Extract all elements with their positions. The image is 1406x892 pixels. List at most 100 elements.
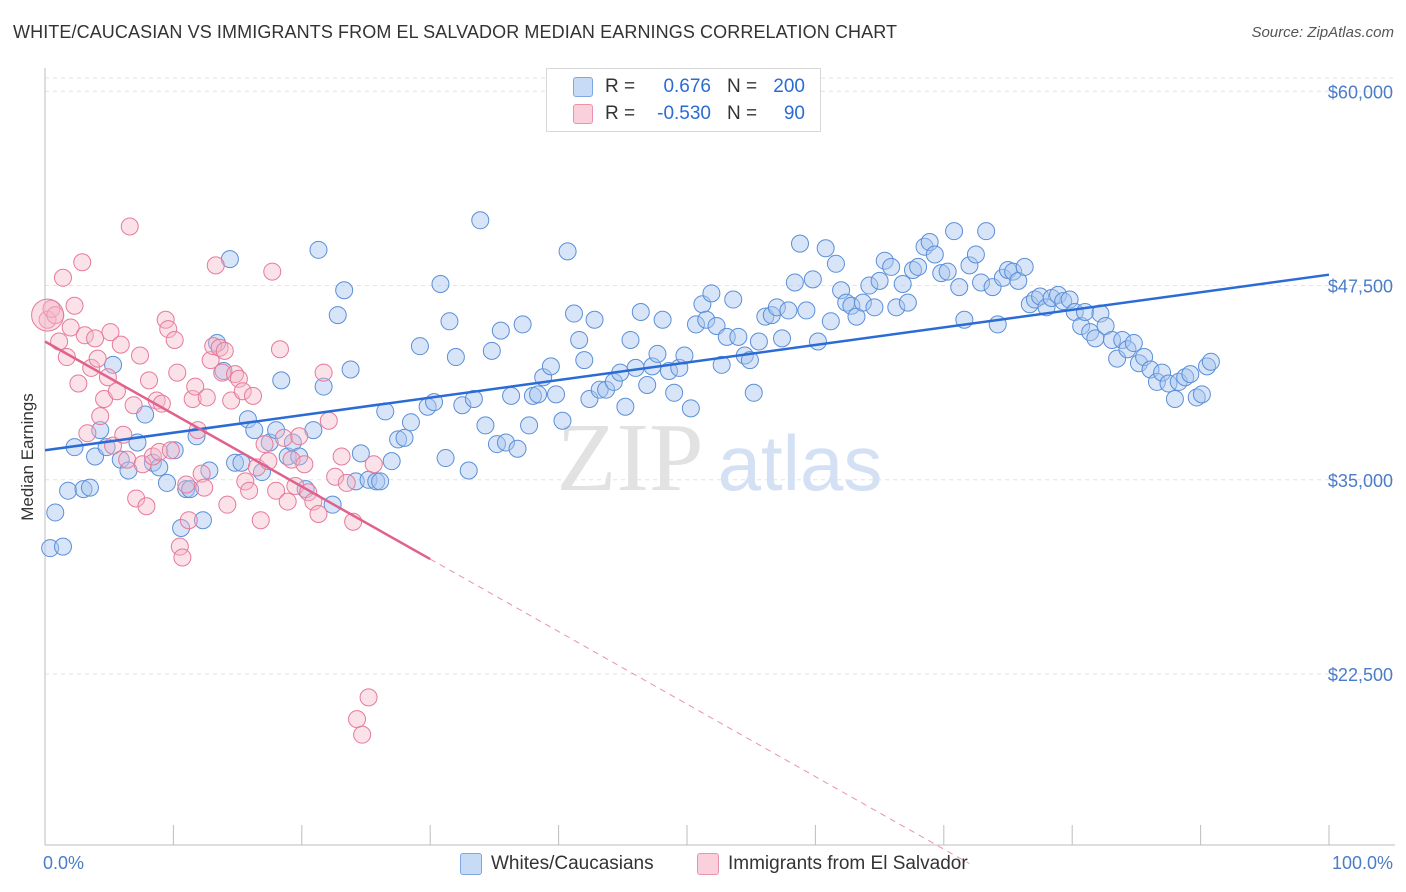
- data-point-whites: [616, 397, 635, 416]
- data-point-el-salvador: [197, 388, 216, 407]
- data-point-whites: [1192, 385, 1211, 404]
- data-point-whites: [977, 222, 996, 241]
- legend-row-whites: R = 0.676 N = 200: [547, 74, 820, 100]
- data-point-whites: [172, 518, 191, 537]
- data-point-el-salvador: [73, 253, 92, 272]
- data-point-whites: [80, 478, 99, 497]
- data-point-el-salvador: [161, 441, 180, 460]
- data-point-whites: [541, 357, 560, 376]
- data-point-el-salvador: [177, 475, 196, 494]
- data-point-el-salvador: [359, 688, 378, 707]
- data-point-whites: [665, 383, 684, 402]
- data-point-whites: [157, 473, 176, 492]
- data-point-el-salvador: [179, 511, 198, 530]
- trend-line-whites: [44, 273, 1330, 452]
- data-point-el-salvador: [173, 548, 192, 567]
- data-point-whites: [1165, 390, 1184, 409]
- data-point-el-salvador: [78, 424, 97, 443]
- data-point-el-salvador: [364, 455, 383, 474]
- data-point-whites: [314, 377, 333, 396]
- legend-swatch-whites: [573, 77, 593, 97]
- data-point-whites: [797, 301, 816, 320]
- data-point-el-salvador: [101, 323, 120, 342]
- data-point-whites: [972, 273, 991, 292]
- data-point-el-salvador: [267, 481, 286, 500]
- data-point-whites: [1103, 330, 1122, 349]
- data-point-el-salvador: [348, 710, 367, 729]
- watermark-atlas: atlas: [718, 419, 883, 507]
- data-point-el-salvador: [143, 447, 162, 466]
- data-point-whites: [887, 298, 906, 317]
- data-point-whites: [590, 380, 609, 399]
- data-point-whites: [226, 453, 245, 472]
- data-point-whites: [816, 239, 835, 258]
- data-point-el-salvador-large: [31, 298, 65, 332]
- data-point-whites: [476, 416, 495, 435]
- source-label: Source: ZipAtlas.com: [1251, 24, 1394, 41]
- data-point-whites: [41, 539, 60, 558]
- data-point-whites: [860, 276, 879, 295]
- data-point-el-salvador: [274, 428, 293, 447]
- data-point-whites: [351, 444, 370, 463]
- y-tick-label: $47,500: [1328, 277, 1393, 297]
- bottom-legend-swatch-whites: [460, 853, 482, 875]
- data-point-el-salvador: [295, 455, 314, 474]
- legend-n-label: N =: [727, 76, 758, 97]
- y-tick-label: $22,500: [1328, 665, 1393, 685]
- data-point-whites: [335, 281, 354, 300]
- data-point-whites: [1147, 372, 1166, 391]
- data-point-el-salvador: [337, 473, 356, 492]
- data-point-whites: [1072, 316, 1091, 335]
- data-point-el-salvador: [159, 320, 178, 339]
- data-point-whites: [638, 376, 657, 395]
- data-point-whites: [389, 430, 408, 449]
- legend-row-el-salvador: R = -0.530 N = 90: [547, 101, 820, 127]
- data-point-el-salvador: [240, 481, 259, 500]
- data-point-whites: [431, 275, 450, 294]
- data-point-whites: [193, 511, 212, 530]
- data-point-whites: [925, 245, 944, 264]
- bottom-legend-label-whites: Whites/Caucasians: [491, 853, 654, 874]
- data-point-whites: [59, 481, 78, 500]
- data-point-whites: [621, 330, 640, 349]
- data-point-el-salvador: [124, 396, 143, 415]
- data-point-whites: [1031, 287, 1050, 306]
- data-point-whites: [653, 310, 672, 329]
- data-point-el-salvador: [150, 442, 169, 461]
- data-point-el-salvador: [69, 374, 88, 393]
- data-point-whites: [309, 240, 328, 259]
- data-point-whites: [245, 421, 264, 440]
- data-point-whites: [508, 439, 527, 458]
- data-point-el-salvador: [263, 262, 282, 281]
- data-point-whites: [585, 310, 604, 329]
- data-point-el-salvador: [210, 338, 229, 357]
- data-point-whites: [893, 275, 912, 294]
- data-point-whites: [724, 290, 743, 309]
- data-point-whites: [790, 234, 809, 253]
- data-point-whites: [983, 278, 1002, 297]
- chart-title: WHITE/CAUCASIAN VS IMMIGRANTS FROM EL SA…: [13, 22, 898, 42]
- data-point-whites: [491, 321, 510, 340]
- data-point-whites: [341, 360, 360, 379]
- data-point-whites: [773, 329, 792, 348]
- data-point-el-salvador: [127, 489, 146, 508]
- data-point-whites: [697, 310, 716, 329]
- data-point-whites: [53, 537, 72, 556]
- data-point-el-salvador: [233, 382, 252, 401]
- legend-r-value: -0.530: [657, 103, 711, 124]
- data-point-el-salvador: [170, 537, 189, 556]
- data-point-whites: [631, 302, 650, 321]
- data-point-whites: [853, 293, 872, 312]
- data-point-whites: [272, 371, 291, 390]
- legend-n-label: N =: [727, 103, 758, 124]
- data-point-whites: [401, 413, 420, 432]
- data-point-whites: [903, 261, 922, 280]
- data-point-whites: [932, 264, 951, 283]
- data-point-whites: [487, 435, 506, 454]
- data-point-whites: [1153, 363, 1172, 382]
- data-point-whites: [440, 312, 459, 331]
- data-point-whites: [842, 296, 861, 315]
- y-tick-labels: $22,500 $35,000 $47,500 $60,000: [1328, 82, 1393, 685]
- legend-n-value: 200: [773, 76, 805, 97]
